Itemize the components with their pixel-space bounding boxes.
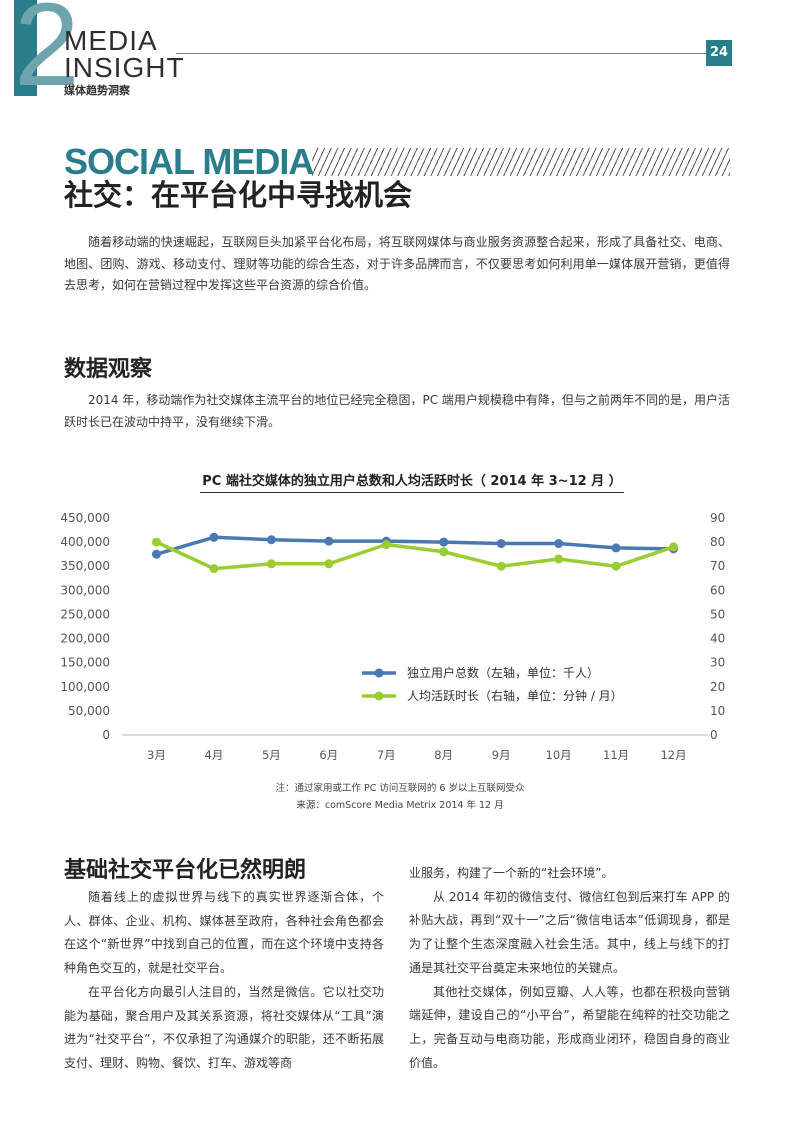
y-right-tick-label: 90 xyxy=(710,511,725,525)
data-point-series-2 xyxy=(381,540,391,550)
y-left-tick-label: 150,000 xyxy=(60,656,110,670)
chart-note: 注：通过家用或工作 PC 访问互联网的 6 岁以上互联网受众 xyxy=(275,783,525,794)
legend-label-2: 人均活跃时长（右轴，单位：分钟 / 月） xyxy=(407,688,623,703)
series-line-2 xyxy=(155,540,675,571)
data-point-series-1 xyxy=(554,539,564,549)
y-left-tick-label: 300,000 xyxy=(60,583,110,597)
legend-label-1: 独立用户总数（左轴，单位：千人） xyxy=(407,665,599,680)
y-right-tick-label: 40 xyxy=(710,632,725,646)
series-line-1 xyxy=(155,535,674,556)
y-left-tick-label: 350,000 xyxy=(60,559,110,573)
y-left-tick-label: 400,000 xyxy=(60,535,110,549)
page-number: 24 xyxy=(706,40,732,66)
data-point-series-2 xyxy=(611,561,621,571)
data-point-series-2 xyxy=(324,559,334,569)
y-left-tick-label: 450,000 xyxy=(60,511,110,525)
data-point-series-2 xyxy=(554,554,564,564)
header-title-line1: MEDIA xyxy=(64,25,158,56)
x-tick-label: 11月 xyxy=(603,748,629,762)
chapter-color-bar xyxy=(14,0,37,96)
data-point-series-1 xyxy=(209,532,219,542)
data-point-series-2 xyxy=(266,559,276,569)
x-tick-label: 9月 xyxy=(492,748,511,762)
data-point-series-2 xyxy=(209,564,219,574)
data-point-series-1 xyxy=(324,536,334,546)
right-paragraph-1: 从 2014 年初的微信支付、微信红包到后来打车 APP 的补贴大战，再到“双十… xyxy=(409,889,730,975)
y-right-tick-label: 20 xyxy=(710,680,725,694)
y-left-tick-label: 250,000 xyxy=(60,607,110,621)
chart-source: 来源：comScore Media Metrix 2014 年 12 月 xyxy=(296,800,504,811)
left-paragraph-2: 在平台化方向最引人注目的，当然是微信。它以社交功能为基础，聚合用户及其关系资源，… xyxy=(64,984,384,1070)
section-title-cn: 社交：在平台化中寻找机会 xyxy=(64,178,413,212)
x-tick-label: 4月 xyxy=(205,748,224,762)
chart-title: PC 端社交媒体的独立用户总数和人均活跃时长（ 2014 年 3~12 月 ） xyxy=(200,470,624,493)
data-observation-heading: 数据观察 xyxy=(64,357,153,382)
y-left-tick-label: 0 xyxy=(102,728,110,742)
data-point-series-1 xyxy=(439,537,449,547)
x-tick-label: 6月 xyxy=(319,748,338,762)
x-tick-label: 7月 xyxy=(377,748,396,762)
header-title-line2: INSIGHT xyxy=(64,52,185,83)
y-left-tick-label: 50,000 xyxy=(68,704,110,718)
y-right-tick-label: 0 xyxy=(710,728,718,742)
data-observation-text: 2014 年，移动端作为社交媒体主流平台的地位已经完全稳固，PC 端用户规模稳中… xyxy=(64,393,730,429)
data-point-series-2 xyxy=(151,537,161,547)
left-column: 随着线上的虚拟世界与线下的真实世界逐渐合体，个人、群体、企业、机构、媒体甚至政府… xyxy=(64,886,384,1076)
x-tick-label: 3月 xyxy=(147,748,166,762)
header-rule xyxy=(176,53,706,54)
y-left-tick-label: 100,000 xyxy=(60,680,110,694)
x-tick-label: 5月 xyxy=(262,748,281,762)
intro-paragraph: 随着移动端的快速崛起，互联网巨头加紧平台化布局，将互联网媒体与商业服务资源整合起… xyxy=(64,235,730,292)
x-tick-label: 12月 xyxy=(660,748,686,762)
data-point-series-2 xyxy=(669,542,679,552)
right-column: 业服务，构建了一个新的“社会环境”。 从 2014 年初的微信支付、微信红包到后… xyxy=(409,862,730,1075)
right-paragraph-2: 其他社交媒体，例如豆瓣、人人等，也都在积极向营销端延伸，建设自己的“小平台”，希… xyxy=(409,984,730,1070)
section-title-en: SOCIAL MEDIA xyxy=(64,141,314,182)
data-point-series-1 xyxy=(611,543,621,553)
x-tick-label: 10月 xyxy=(546,748,572,762)
y-left-tick-label: 200,000 xyxy=(60,632,110,646)
chapter-number: 2 xyxy=(14,0,80,111)
data-point-series-1 xyxy=(496,539,506,549)
y-right-tick-label: 50 xyxy=(710,607,725,621)
decorative-hatch xyxy=(312,148,730,176)
platform-heading: 基础社交平台化已然明朗 xyxy=(64,858,307,883)
right-paragraph-0: 业服务，构建了一个新的“社会环境”。 xyxy=(409,866,614,880)
line-chart: 0 50,000 100,000 150,000 200,000 250,000 300,0… xyxy=(60,511,725,762)
y-right-tick-label: 10 xyxy=(710,704,725,718)
y-right-tick-label: 30 xyxy=(710,656,725,670)
y-right-tick-label: 60 xyxy=(710,583,725,597)
y-right-tick-label: 80 xyxy=(710,535,725,549)
data-point-series-2 xyxy=(439,547,449,557)
data-point-series-2 xyxy=(496,561,506,571)
left-paragraph-1: 随着线上的虚拟世界与线下的真实世界逐渐合体，个人、群体、企业、机构、媒体甚至政府… xyxy=(64,890,384,976)
legend-marker-1 xyxy=(374,668,384,678)
header-subtitle: 媒体趋势洞察 xyxy=(64,84,130,97)
data-point-series-1 xyxy=(151,549,161,559)
y-right-tick-label: 70 xyxy=(710,559,725,573)
x-tick-label: 8月 xyxy=(434,748,453,762)
data-point-series-1 xyxy=(266,535,276,545)
legend-marker-2 xyxy=(374,691,384,701)
